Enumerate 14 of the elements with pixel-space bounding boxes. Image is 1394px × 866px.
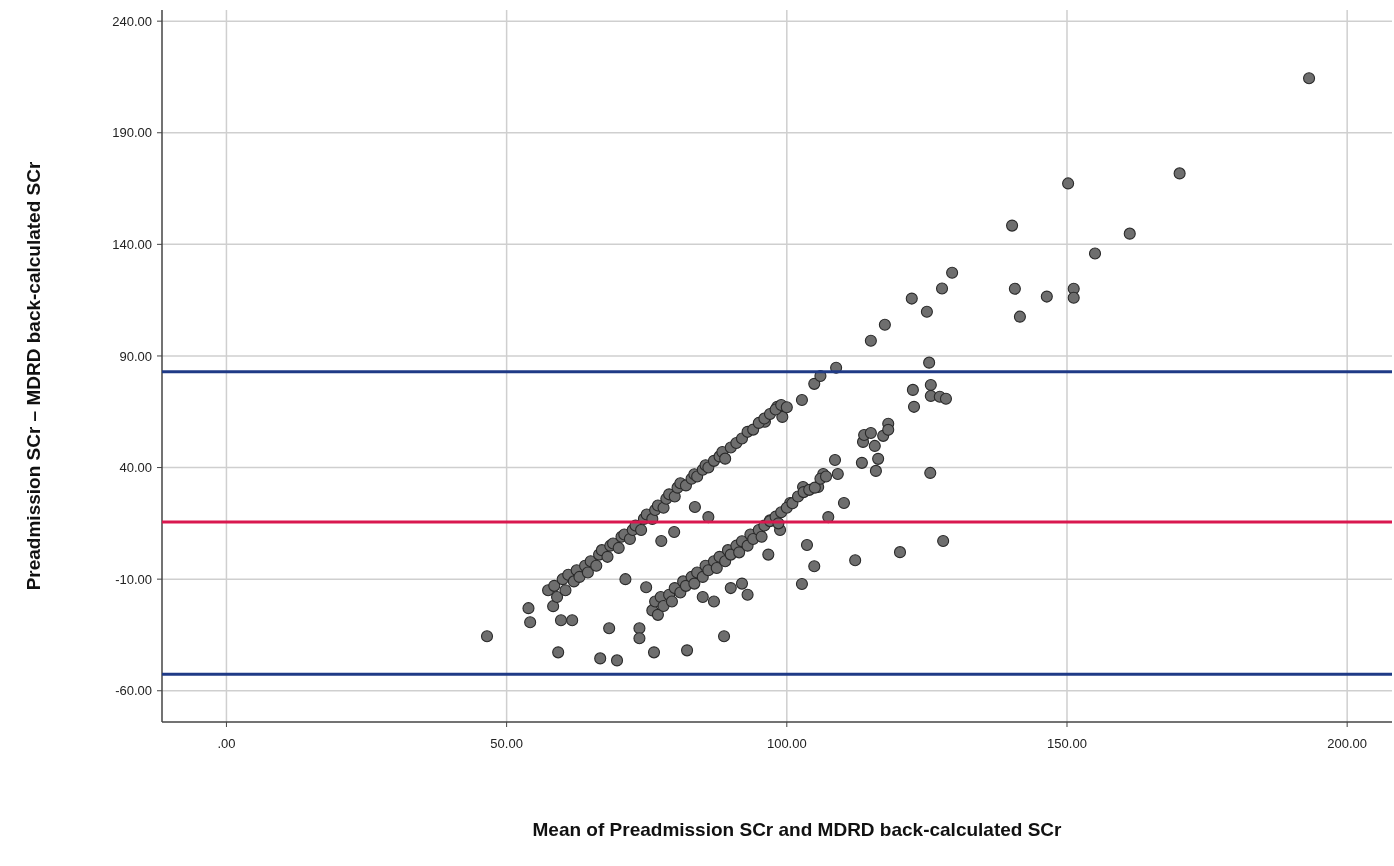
x-tick-label: 100.00 [766,736,807,751]
y-tick-label: 240.00 [112,13,152,29]
y-tick-label: 90.00 [119,348,152,364]
y-tick-label: -10.00 [115,571,152,587]
y-tick-label: 140.00 [112,236,152,252]
y-tick-label: -60.00 [115,683,152,699]
x-axis-title: Mean of Preadmission SCr and MDRD back-calculated SCr [532,819,1063,840]
y-tick-label: 190.00 [112,125,152,141]
x-tick-label: 50.00 [490,736,523,751]
y-tick-label: 40.00 [119,460,152,476]
y-axis-title: Preadmission SCr – MDRD back-calculated SCr [23,161,44,591]
x-tick-label: 150.00 [1047,736,1087,751]
x-tick-label: .00 [217,736,236,751]
x-tick-label: 200.00 [1327,736,1368,751]
